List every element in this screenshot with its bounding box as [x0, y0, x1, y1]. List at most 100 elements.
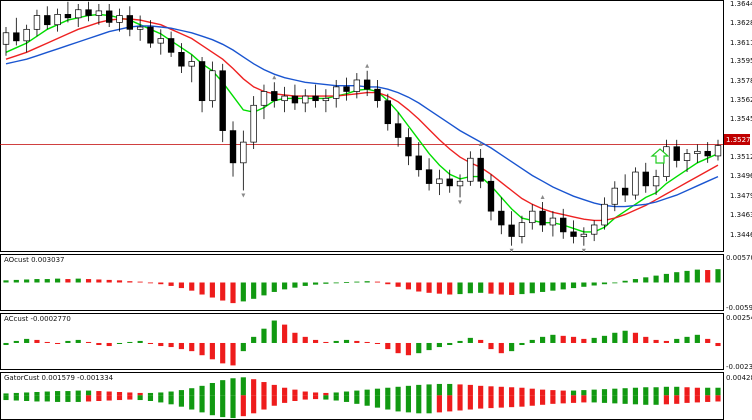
ac-bar [251, 336, 257, 343]
candle [353, 73, 361, 99]
ao-bar [674, 272, 680, 283]
gator-panel-label: GatorCust 0.001579 -0.001334 [4, 374, 114, 382]
ao-bar [601, 282, 608, 285]
candle [23, 24, 30, 53]
ac-panel-label: ACcust -0.0002770 [4, 315, 71, 323]
ac-bar [653, 339, 659, 343]
candle [271, 82, 278, 108]
candle [281, 86, 288, 113]
gator-upper-bar [292, 389, 298, 396]
ao-bar [34, 279, 40, 283]
gator-lower-bar [261, 395, 267, 410]
gator-lower-bar [44, 395, 50, 402]
ac-bar [302, 336, 308, 343]
gator-lower-bar [457, 395, 463, 411]
ao-bar [354, 281, 360, 283]
gator-lower-bar [405, 395, 412, 413]
ac-bar [601, 335, 608, 343]
ac-bar [509, 342, 515, 352]
gator-lower-bar [282, 395, 288, 403]
gator-lower-bar [478, 395, 484, 409]
gator-lower-bar [364, 395, 370, 406]
fractal-up-icon [365, 63, 370, 68]
ao-bar [24, 279, 30, 283]
gator-upper-bar [13, 392, 19, 396]
ao-bar [529, 282, 535, 294]
gator-upper-bar [395, 386, 401, 396]
candle [44, 6, 51, 30]
ao-bar [137, 281, 143, 283]
gator-lower-bar [85, 395, 92, 402]
candle [363, 70, 371, 97]
ac-bar [106, 342, 112, 347]
gator-lower-bar [385, 395, 391, 410]
price-tick-label: 1.34465 [730, 231, 752, 239]
candle [2, 27, 10, 56]
ao-bar [612, 282, 618, 284]
gator-lower-bar [643, 395, 649, 405]
gator-lower-bar [13, 395, 19, 401]
ao-bar [467, 282, 473, 294]
ao-bar [478, 282, 484, 293]
gator-lower-bar [333, 395, 339, 401]
ao-axis-min: -0.005936 [726, 304, 752, 312]
gator-lower-bar [323, 395, 329, 400]
gator-upper-bar [24, 392, 30, 396]
gator-upper-bar [199, 385, 205, 396]
ac-axis-min: -0.0023551 [726, 363, 752, 371]
candle [322, 89, 330, 113]
gator-upper-bar [168, 391, 174, 396]
price-tick-label: 1.36280 [730, 19, 752, 27]
ac-bar [694, 334, 700, 343]
gator-lower-bar [292, 395, 298, 401]
gator-upper-bar [354, 390, 360, 396]
ac-bar [622, 330, 628, 343]
ao-bar [44, 279, 50, 283]
gator-upper-bar [116, 391, 123, 396]
ac-bar [581, 338, 587, 343]
gator-lower-bar [715, 395, 721, 402]
candle [415, 142, 422, 177]
gator-lower-bar [147, 395, 154, 401]
ao-bar [178, 282, 184, 289]
gator-lower-bar [467, 395, 473, 410]
gator-upper-bar [405, 385, 412, 396]
gator-lower-bar [694, 395, 700, 403]
ac-bar [343, 339, 350, 343]
price-tick-label: 1.35125 [730, 153, 752, 161]
ac-bar [96, 342, 102, 346]
candle [260, 84, 268, 120]
gator-lower-bar [96, 395, 102, 401]
gator-upper-bar [323, 392, 329, 396]
gator-upper-bar [632, 387, 639, 396]
candle [291, 84, 299, 110]
ac-bar [374, 342, 381, 344]
gator-upper-bar [550, 390, 556, 396]
gator-upper-bar [127, 392, 133, 396]
candle [126, 6, 134, 37]
candle [425, 158, 433, 191]
gator-lower-bar [622, 395, 628, 404]
candle [436, 169, 443, 196]
ac-bar [612, 332, 618, 343]
ac-bar [55, 342, 61, 344]
candle [487, 174, 495, 221]
gator-lower-bar [663, 395, 669, 405]
candle [95, 4, 103, 25]
fractal-down-icon [581, 248, 586, 253]
gator-lower-bar [75, 395, 81, 402]
ac-bar [591, 337, 597, 343]
current-price-tag [724, 134, 750, 145]
candle [188, 54, 195, 83]
ao-bar [261, 282, 267, 296]
gator-lower-bar [106, 395, 112, 401]
ao-bar [591, 282, 597, 286]
gator-lower-bar [55, 395, 61, 402]
ao-bar [519, 282, 525, 295]
gator-upper-bar [715, 387, 721, 396]
ac-bar [147, 342, 154, 344]
candle [611, 181, 618, 212]
candles [2, 1, 722, 246]
ao-bar [632, 279, 639, 283]
gator-lower-bar [220, 395, 226, 418]
